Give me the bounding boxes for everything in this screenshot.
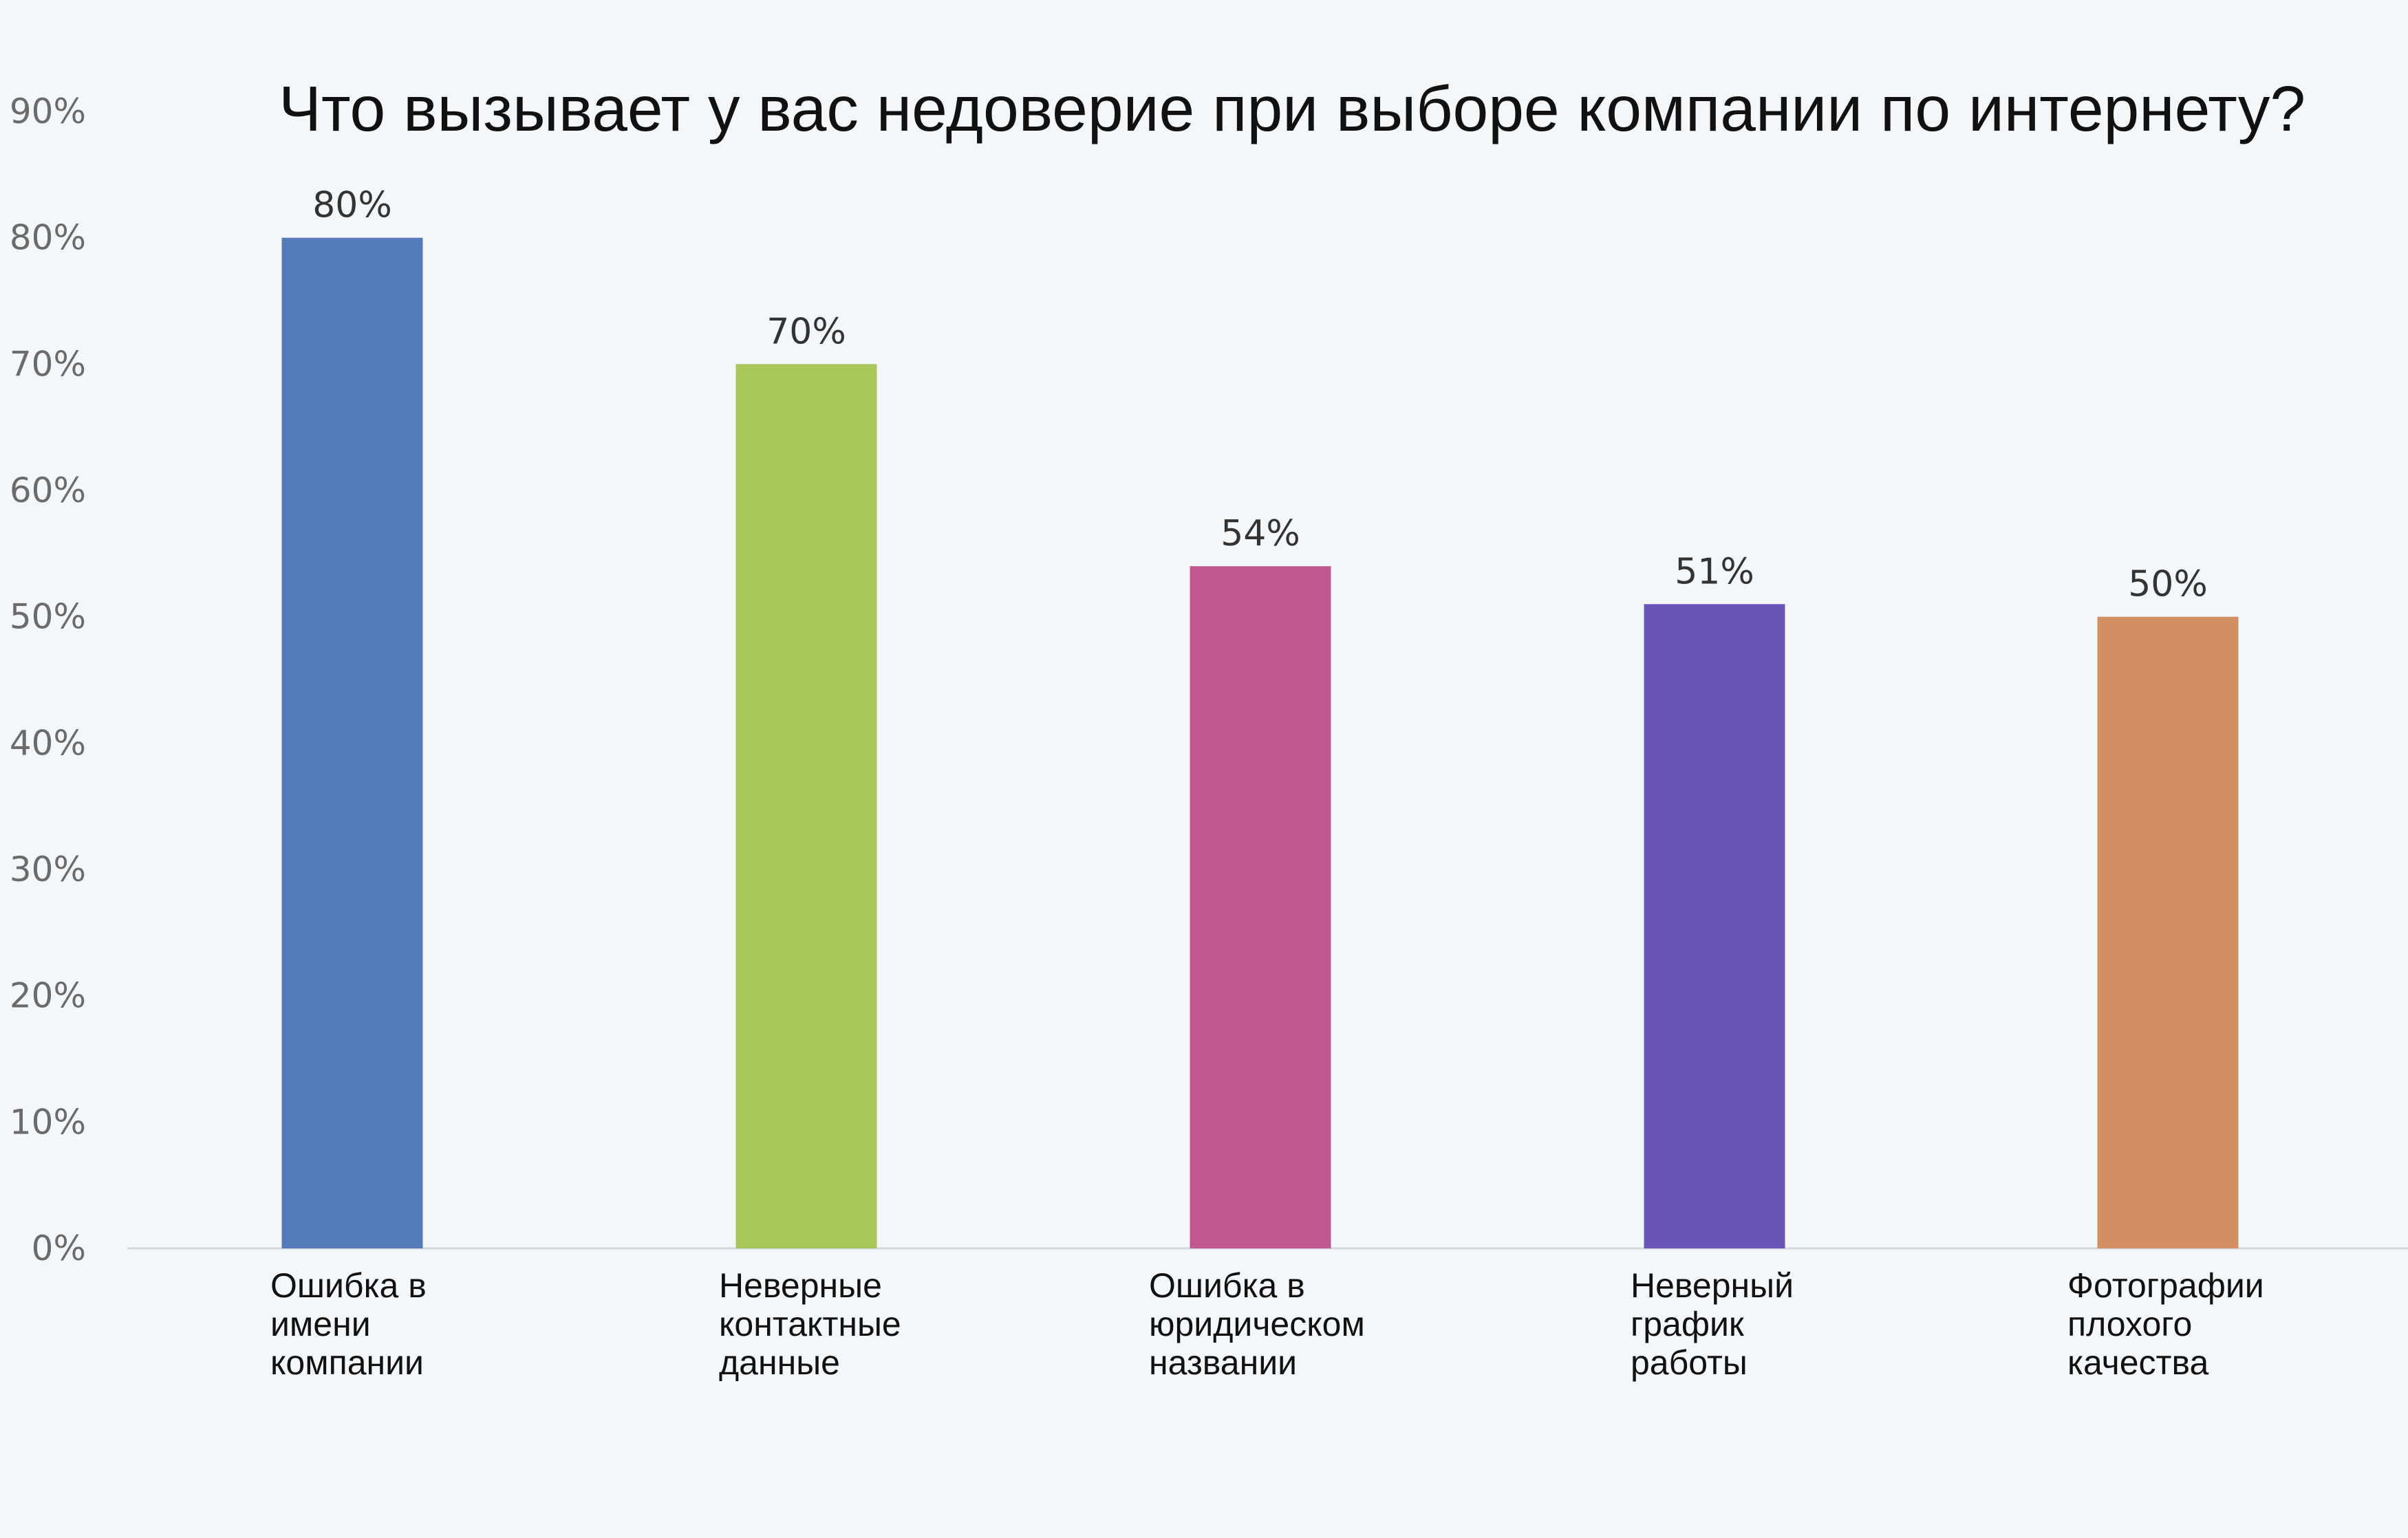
y-tick-label: 50% [10,597,86,637]
bar [281,237,423,1249]
y-tick-label: 80% [10,218,86,258]
bar [2097,616,2239,1248]
y-tick-label: 10% [10,1102,86,1142]
category-label-line: Ошибка в [1149,1266,1305,1305]
y-axis-ticks: 0% 10% 20% 30% 40% 50% 60% 70% 80% 90% [10,91,86,1268]
category-label-line: данные [719,1343,840,1382]
category-label: Фотографии плохого качества [2067,1266,2264,1382]
category-label-line: Неверные [719,1266,882,1305]
category-label-line: качества [2067,1343,2208,1382]
category-label-line: плохого [2067,1305,2192,1343]
category-label-line: график [1631,1305,1745,1343]
category-label-line: компании [270,1343,424,1382]
y-tick-label: 70% [10,344,86,384]
category-label: Ошибка в юридическом названии [1149,1266,1365,1382]
category-label-line: контактные [719,1305,901,1343]
category-label-line: Неверный [1631,1266,1794,1305]
data-label: 70% [766,311,846,352]
bar [735,364,877,1249]
y-tick-label: 60% [10,470,86,510]
data-label: 80% [312,185,392,226]
bar [1190,566,1331,1248]
y-tick-label: 0% [32,1228,86,1268]
data-label: 51% [1675,551,1754,592]
category-label: Ошибка в имени компании [270,1266,427,1382]
category-label-line: работы [1631,1343,1748,1382]
y-tick-label: 30% [10,849,86,889]
y-tick-label: 90% [10,91,86,131]
category-label-line: Фотографии [2067,1266,2264,1305]
category-label-line: юридическом [1149,1305,1365,1343]
data-label: 54% [1221,513,1300,554]
data-label: 50% [2128,564,2208,605]
category-label: Неверный график работы [1631,1266,1794,1382]
bars [281,237,2239,1249]
chart-title: Что вызывает у вас недоверие при выборе … [279,73,2306,144]
bar [1644,604,1785,1248]
category-label-line: имени [270,1305,371,1343]
data-labels: 80% 70% 54% 51% 50% [312,185,2208,605]
category-label-line: Ошибка в [270,1266,427,1305]
y-tick-label: 40% [10,723,86,763]
y-tick-label: 20% [10,976,86,1016]
category-label: Неверные контактные данные [719,1266,901,1382]
category-label-line: названии [1149,1343,1297,1382]
